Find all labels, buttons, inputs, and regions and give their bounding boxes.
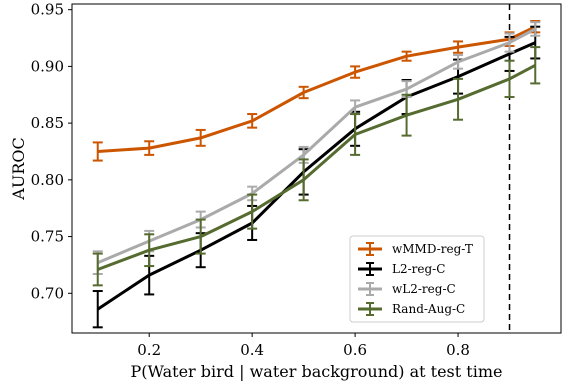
series-line-0 <box>97 25 536 153</box>
legend-label-2: wL2-reg-C <box>392 282 456 296</box>
y-tick-label: 0.95 <box>31 1 64 19</box>
series-line-3 <box>97 63 536 271</box>
y-tick-label: 0.80 <box>31 171 64 189</box>
legend-label-0: wMMD-reg-T <box>392 242 473 256</box>
y-tick-label: 0.75 <box>31 228 64 246</box>
legend-label-1: L2-reg-C <box>392 262 445 276</box>
x-tick-label: 0.6 <box>343 341 367 359</box>
y-tick-label: 0.85 <box>31 114 64 132</box>
y-axis-label: AUROC <box>9 137 28 200</box>
x-tick-label: 0.2 <box>137 341 161 359</box>
series-line-1 <box>96 41 536 311</box>
plot-frame <box>71 3 562 334</box>
x-tick-label: 0.8 <box>446 341 470 359</box>
series-line-2 <box>97 27 536 265</box>
y-tick-label: 0.70 <box>31 284 64 302</box>
legend-label-3: Rand-Aug-C <box>392 302 465 316</box>
x-axis-label: P(Water bird | water background) at test… <box>131 362 503 381</box>
legend-box <box>349 235 485 323</box>
x-tick-label: 0.4 <box>240 341 264 359</box>
y-tick-label: 0.90 <box>31 57 64 75</box>
